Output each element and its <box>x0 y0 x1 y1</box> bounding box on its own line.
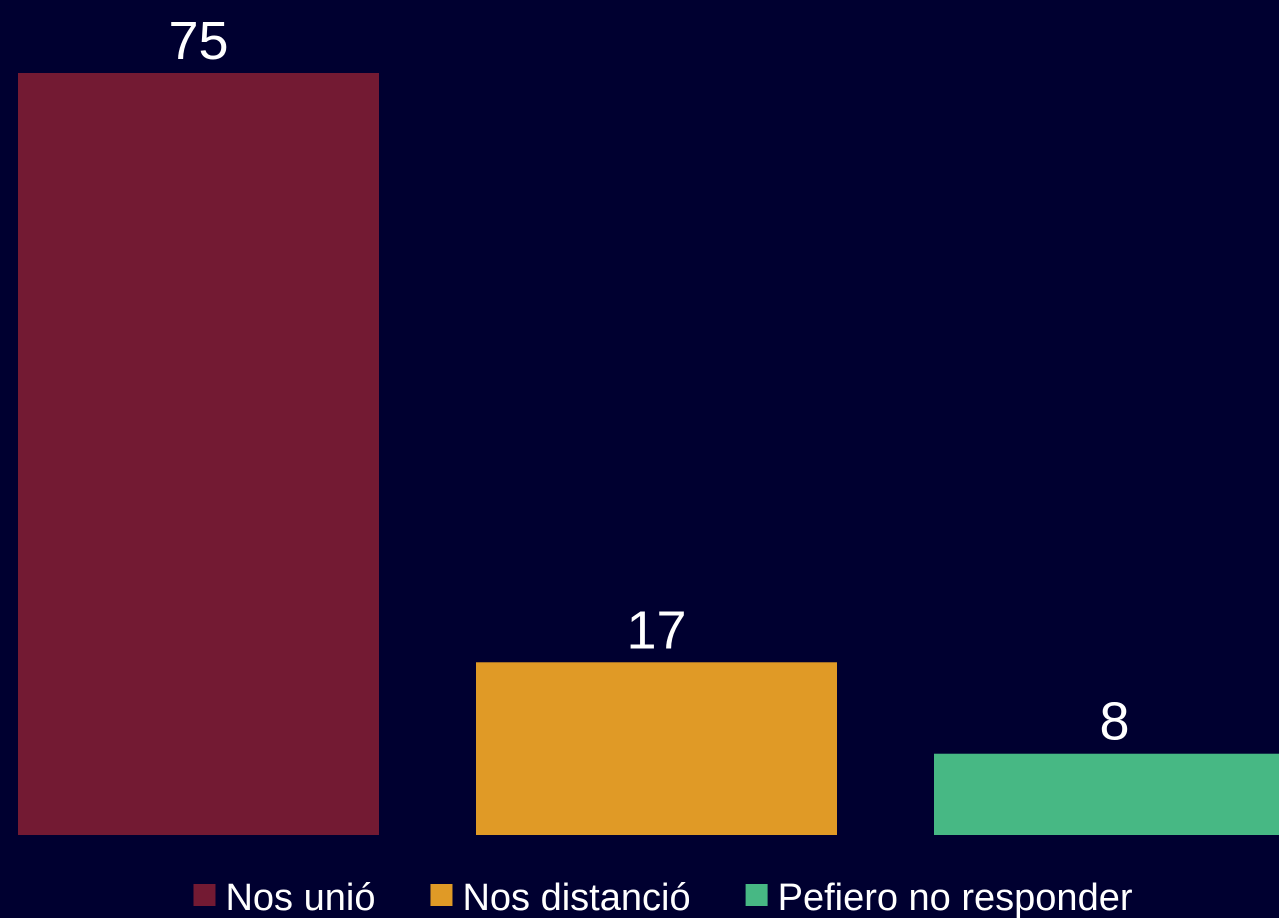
legend-label: Nos distanció <box>462 877 690 918</box>
bar <box>18 73 379 835</box>
legend-swatch <box>193 884 216 906</box>
legend-swatch <box>745 884 768 906</box>
data-label: 75 <box>168 11 228 71</box>
bar <box>476 662 837 835</box>
bar <box>934 753 1279 835</box>
legend-label: Pefiero no responder <box>778 877 1133 918</box>
data-label: 8 <box>1099 692 1129 752</box>
legend-swatch <box>430 884 453 906</box>
data-label: 17 <box>626 600 686 660</box>
legend-label: Nos unió <box>225 877 375 918</box>
